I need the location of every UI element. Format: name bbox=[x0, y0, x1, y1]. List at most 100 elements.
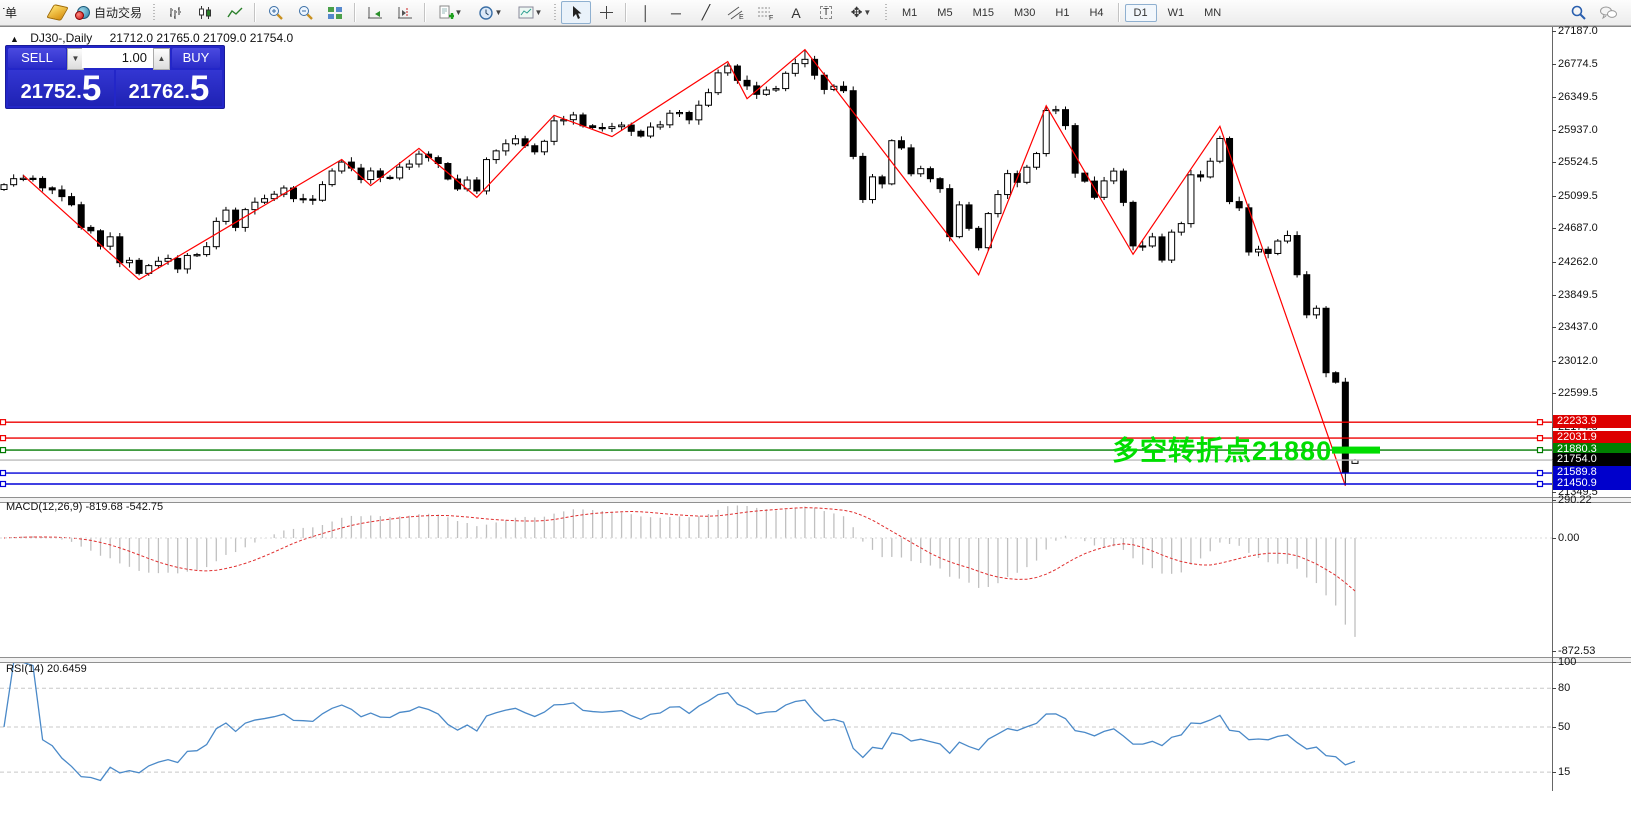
text-label-icon: T bbox=[819, 6, 833, 19]
price-axis-label: 24262.0 bbox=[1558, 255, 1598, 268]
periods-icon bbox=[478, 5, 493, 20]
macd-axis-tick bbox=[1552, 650, 1556, 652]
equidistant-channel-icon: E bbox=[727, 6, 744, 21]
timeframe-group: M1 M5 M15 M30 H1 H4 D1 W1 MN bbox=[892, 3, 1231, 22]
search-button[interactable] bbox=[1563, 1, 1593, 24]
rsi-axis-tick bbox=[1552, 688, 1556, 690]
sell-price-button[interactable]: 21752. 5 bbox=[8, 70, 114, 106]
timeframe-button-mn[interactable]: MN bbox=[1204, 6, 1222, 19]
vertical-line-button[interactable]: │ bbox=[631, 1, 661, 24]
chart-ohlc-values: 21712.0 21765.0 21709.0 21754.0 bbox=[109, 31, 294, 45]
price-axis-label: 22599.5 bbox=[1558, 387, 1598, 400]
periods-button[interactable]: ▼ bbox=[470, 1, 510, 24]
line-handle[interactable] bbox=[1536, 446, 1544, 454]
line-handle[interactable] bbox=[1536, 469, 1544, 477]
crosshair-button[interactable] bbox=[591, 1, 621, 24]
dropdown-arrow-icon: ▼ bbox=[494, 8, 503, 17]
line-chart-button[interactable] bbox=[220, 1, 250, 24]
price-axis-label: 26349.5 bbox=[1558, 91, 1598, 104]
price-axis-label: 23849.5 bbox=[1558, 288, 1598, 301]
candlestick-series bbox=[0, 49, 1359, 486]
trendline-button[interactable]: ╱ bbox=[691, 1, 721, 24]
turning-point-marker[interactable] bbox=[1332, 446, 1380, 454]
line-handle[interactable] bbox=[0, 435, 7, 442]
indicators-button[interactable]: ▼ bbox=[430, 1, 470, 24]
text-label-button[interactable]: T bbox=[811, 1, 841, 24]
chart-shift-button[interactable] bbox=[390, 1, 420, 24]
sell-button[interactable]: SELL bbox=[8, 48, 66, 68]
fibonacci-icon: F bbox=[758, 7, 773, 21]
autotrading-label: 自动交易 bbox=[94, 6, 143, 20]
price-axis-tick bbox=[1552, 393, 1556, 395]
auto-scroll-icon bbox=[368, 6, 383, 18]
top-toolbar: 订单 自动交易 bbox=[0, 0, 1631, 26]
timeframe-button-d1[interactable]: D1 bbox=[1124, 3, 1157, 22]
price-axis-tick bbox=[1552, 162, 1556, 164]
chart-symbol-title: DJ30-,Daily bbox=[30, 31, 93, 45]
fibonacci-button[interactable]: F bbox=[751, 1, 781, 24]
line-handle[interactable] bbox=[0, 419, 7, 426]
text-button[interactable]: A bbox=[781, 1, 811, 24]
volume-increase-button[interactable]: ▲ bbox=[153, 48, 170, 70]
zoom-in-button[interactable] bbox=[260, 1, 290, 24]
volume-input[interactable]: 1.00 bbox=[82, 48, 153, 68]
timeframe-button-m5[interactable]: M5 bbox=[937, 6, 953, 19]
equidistant-channel-button[interactable]: E bbox=[721, 1, 751, 24]
line-handle[interactable] bbox=[1536, 419, 1544, 426]
line-handle[interactable] bbox=[0, 446, 7, 454]
templates-button[interactable]: ▼ bbox=[510, 1, 550, 24]
bar-chart-button[interactable] bbox=[160, 1, 190, 24]
arrows-icon: ✥ bbox=[850, 4, 863, 20]
arrows-button[interactable]: ✥ ▼ bbox=[841, 1, 881, 24]
chat-button[interactable] bbox=[1593, 1, 1623, 24]
horizontal-line-button[interactable]: ─ bbox=[661, 1, 691, 24]
price-axis-line bbox=[1552, 27, 1553, 791]
new-order-button[interactable] bbox=[42, 1, 72, 24]
timeframe-button-w1[interactable]: W1 bbox=[1167, 6, 1185, 19]
line-handle[interactable] bbox=[1536, 435, 1544, 442]
svg-text:F: F bbox=[769, 15, 773, 21]
buy-price-button[interactable]: 21762. 5 bbox=[116, 70, 222, 106]
collapse-panel-arrow[interactable]: ▲ bbox=[10, 34, 19, 44]
candlestick-chart-button[interactable] bbox=[190, 1, 220, 24]
timeframe-button-h1[interactable]: H1 bbox=[1055, 6, 1070, 19]
timeframe-button-h4[interactable]: H4 bbox=[1089, 6, 1104, 19]
price-axis-label: 25524.5 bbox=[1558, 156, 1598, 169]
auto-scroll-button[interactable] bbox=[360, 1, 390, 24]
horizontal-lines[interactable] bbox=[0, 419, 1552, 488]
line-handle[interactable] bbox=[0, 469, 7, 477]
autotrading-button[interactable]: 自动交易 bbox=[72, 1, 149, 24]
price-axis-label: 24687.0 bbox=[1558, 222, 1598, 235]
buy-price-main: 21762 bbox=[128, 81, 185, 103]
timeframe-button-m30[interactable]: M30 bbox=[1013, 6, 1036, 19]
chart-annotation-text[interactable]: 多空转折点21880 bbox=[1112, 436, 1333, 466]
toolbar-grip bbox=[553, 3, 559, 22]
templates-icon bbox=[518, 6, 534, 18]
text-icon: A bbox=[791, 4, 801, 21]
one-click-trading-panel: SELL ▼ 1.00 ▲ BUY 21752. 5 21762. 5 bbox=[5, 45, 225, 109]
timeframe-button-m1[interactable]: M1 bbox=[902, 6, 918, 19]
sell-price-fraction: 5 bbox=[81, 69, 102, 108]
dropdown-arrow-icon: ▼ bbox=[863, 8, 872, 17]
chart-title-bar: ▲ DJ30-,Daily 21712.0 21765.0 21709.0 21… bbox=[10, 31, 293, 45]
price-axis-tick bbox=[1552, 360, 1556, 362]
toolbar-separator bbox=[254, 3, 257, 22]
buy-button[interactable]: BUY bbox=[172, 48, 220, 68]
cursor-button[interactable] bbox=[561, 1, 592, 24]
price-axis-tick bbox=[1552, 492, 1556, 493]
tile-windows-button[interactable] bbox=[320, 1, 350, 24]
line-handle[interactable] bbox=[0, 480, 7, 488]
pane-splitter-macd[interactable] bbox=[0, 497, 1631, 503]
macd-axis-label: -872.53 bbox=[1558, 644, 1596, 657]
orders-button[interactable]: 订单 bbox=[0, 1, 42, 24]
chart-canvas bbox=[0, 48, 1552, 782]
line-handle[interactable] bbox=[1536, 480, 1544, 488]
toolbar-separator bbox=[424, 3, 427, 22]
price-axis-tick bbox=[1552, 327, 1556, 329]
zigzag-line[interactable] bbox=[22, 48, 1346, 486]
timeframe-button-m15[interactable]: M15 bbox=[972, 6, 994, 19]
rsi-axis-label: 100 bbox=[1558, 656, 1577, 669]
pane-splitter-rsi[interactable] bbox=[0, 657, 1631, 663]
zoom-out-button[interactable] bbox=[290, 1, 320, 24]
